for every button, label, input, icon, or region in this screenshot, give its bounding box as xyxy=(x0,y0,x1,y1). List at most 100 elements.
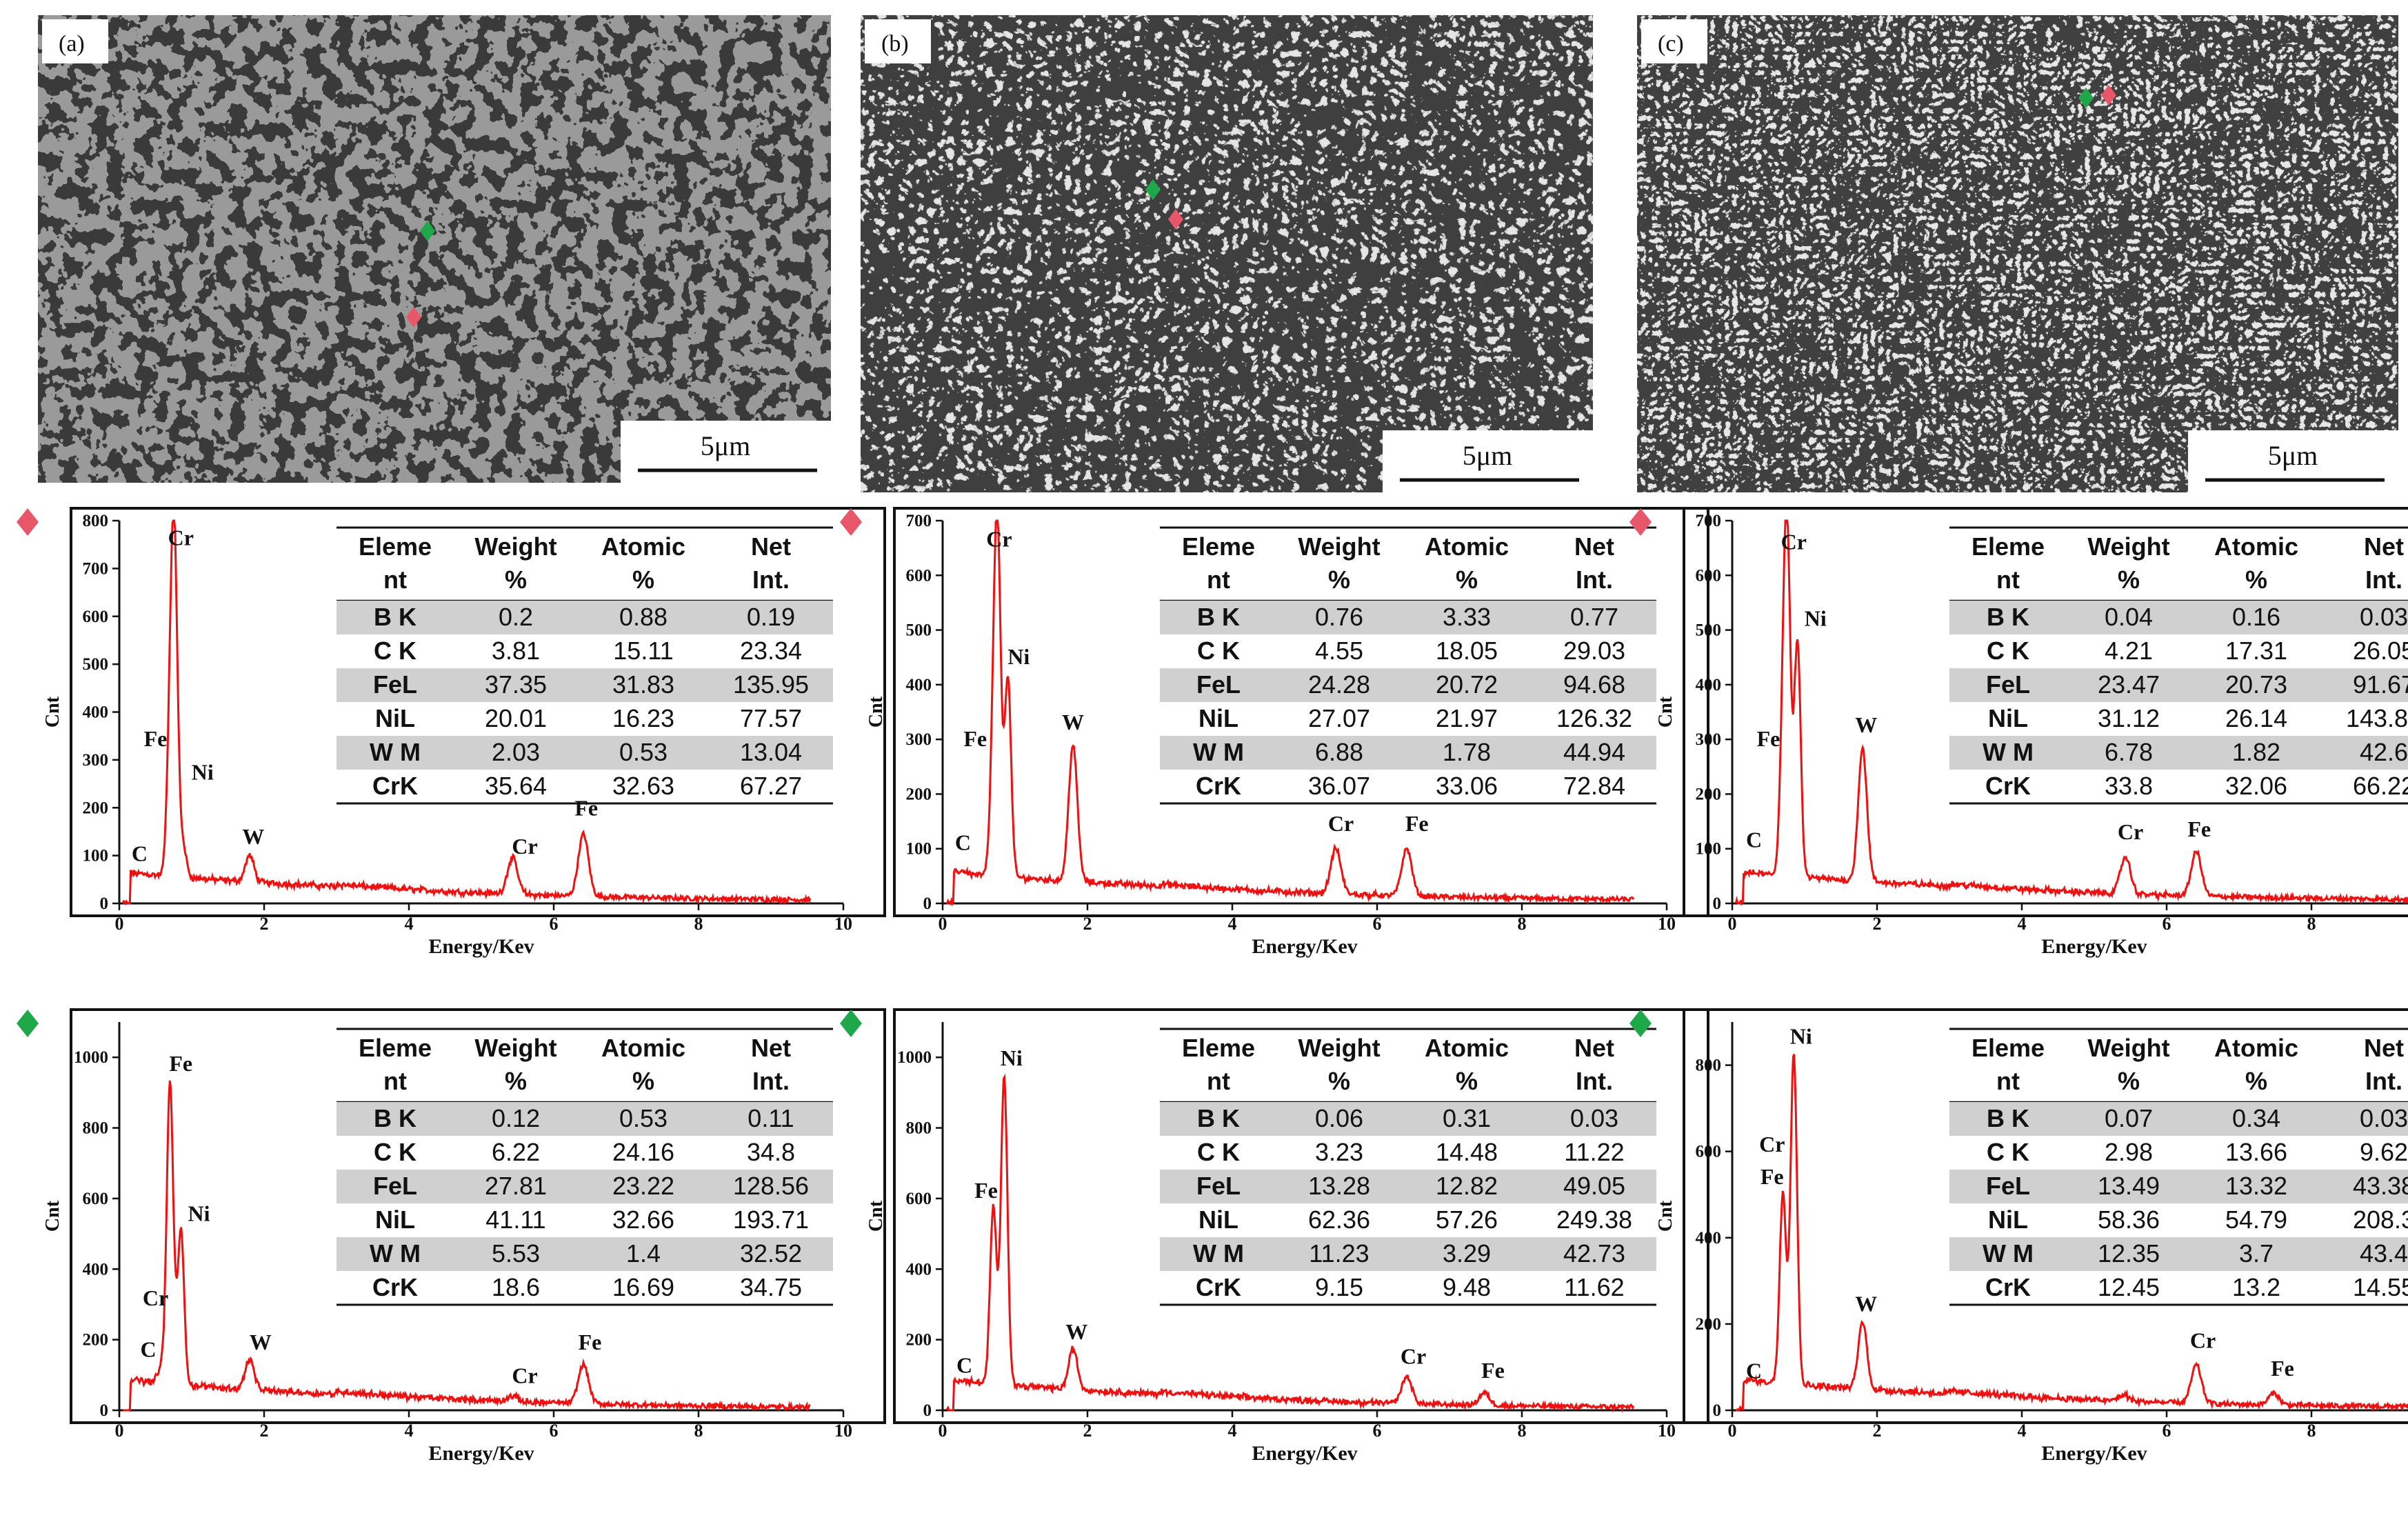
x-tick-label: 2 xyxy=(1873,1421,1882,1441)
table-cell: 91.67 xyxy=(2353,670,2408,699)
table-cell: 37.35 xyxy=(485,670,547,699)
table-cell-element: CrK xyxy=(1985,772,2031,800)
table-row-shade xyxy=(337,668,833,702)
table-cell: 135.95 xyxy=(733,670,809,699)
table-cell: 0.88 xyxy=(619,603,668,631)
table-cell: 0.34 xyxy=(2232,1104,2280,1132)
y-tick-label: 400 xyxy=(83,1260,109,1279)
composition-table: Eleme nt Weight % Atomic % Net Int. B K 0.76 3.33 0… xyxy=(1160,526,1656,805)
table-row: FeL 13.49 13.32 43.38 xyxy=(1986,1172,2408,1200)
x-axis-label: Energy/Kev xyxy=(2041,935,2147,958)
chart-frame xyxy=(1683,507,2408,917)
table-cell: 34.75 xyxy=(740,1273,802,1301)
y-tick-label: 200 xyxy=(83,1331,109,1350)
table-cell: 0.04 xyxy=(2105,603,2153,631)
scale-bar-box xyxy=(2188,430,2398,492)
scale-bar-box xyxy=(1383,430,1593,492)
table-cell: 35.64 xyxy=(485,772,547,800)
y-tick-label: 100 xyxy=(906,840,932,859)
table-cell: 1.82 xyxy=(2232,738,2280,766)
table-cell-element: W M xyxy=(370,738,421,766)
peak-label: Ni xyxy=(1007,644,1030,669)
table-cell-element: NiL xyxy=(1988,1205,2028,1234)
x-tick-label: 0 xyxy=(1728,1421,1737,1441)
table-cell: 32.06 xyxy=(2225,772,2287,800)
table-cell-element: FeL xyxy=(373,670,417,699)
table-cell: 0.11 xyxy=(748,1104,794,1132)
micrograph-b: (b) 5μm xyxy=(861,15,1593,492)
peak-label: Cr xyxy=(1781,530,1807,554)
table-cell: 14.55 xyxy=(2353,1273,2408,1301)
green-spot-marker xyxy=(420,221,435,241)
y-tick-label: 0 xyxy=(923,1401,932,1420)
micrograph-c: (c) 5μm xyxy=(1637,15,2398,492)
table-row-shade xyxy=(1949,736,2408,770)
table-row: NiL 20.01 16.23 77.57 xyxy=(375,704,802,732)
x-tick-label: 6 xyxy=(1373,914,1382,934)
y-tick-label: 600 xyxy=(83,608,109,626)
y-tick-label: 500 xyxy=(1696,621,1722,640)
peak-label: C xyxy=(140,1336,156,1361)
peak-label: Fe xyxy=(963,726,987,751)
x-tick-label: 6 xyxy=(2163,1421,2171,1441)
table-cell: 9.48 xyxy=(1443,1273,1491,1301)
x-tick-label: 0 xyxy=(939,1421,947,1441)
table-header: Eleme nt xyxy=(359,532,432,594)
table-cell: 15.11 xyxy=(613,637,673,665)
table-row: CrK 33.8 32.06 66.22 xyxy=(1985,772,2408,800)
peak-label: Fe xyxy=(1405,811,1429,836)
table-cell: 0.03 xyxy=(1570,1104,1618,1132)
y-axis-label: Cnt xyxy=(42,1200,63,1232)
table-cell-element: FeL xyxy=(1196,670,1241,699)
table-cell: 54.79 xyxy=(2225,1205,2287,1234)
scale-bar-label: 5μm xyxy=(1463,440,1513,471)
table-cell: 62.36 xyxy=(1308,1205,1370,1234)
y-tick-label: 500 xyxy=(83,655,109,674)
table-cell-element: CrK xyxy=(1985,1273,2031,1301)
table-cell: 0.31 xyxy=(1443,1104,1491,1132)
scale-bar-label: 5μm xyxy=(2268,440,2318,471)
composition-table: Eleme nt Weight % Atomic % Net Int. B K 0.12 0.53 0… xyxy=(337,1028,833,1306)
table-cell: 3.29 xyxy=(1443,1239,1491,1268)
peak-label: Cr xyxy=(1328,811,1354,836)
table-header: Atomic% xyxy=(2214,1034,2298,1095)
x-tick-label: 10 xyxy=(834,914,852,934)
table-cell: 126.32 xyxy=(1556,704,1632,732)
table-cell: 58.36 xyxy=(2098,1205,2160,1234)
table-row: C K 3.23 14.48 11.22 xyxy=(1197,1138,1625,1166)
table-cell: 0.77 xyxy=(1570,603,1618,631)
x-axis-label: Energy/Kev xyxy=(428,1442,534,1465)
table-cell: 11.62 xyxy=(1564,1273,1624,1301)
table-cell-element: FeL xyxy=(1986,670,2030,699)
y-tick-label: 200 xyxy=(1696,1315,1722,1334)
table-header: Atomic% xyxy=(1425,1034,1509,1095)
table-cell-element: C K xyxy=(1197,1138,1240,1166)
peak-label: Fe xyxy=(574,796,598,821)
table-cell: 67.27 xyxy=(740,772,802,800)
table-row-shade xyxy=(337,1170,833,1203)
table-header: Atomic% xyxy=(2214,532,2298,594)
table-row-shade xyxy=(337,1102,833,1136)
y-tick-label: 800 xyxy=(83,512,109,530)
table-row: W M 6.88 1.78 44.94 xyxy=(1193,738,1625,766)
y-tick-label: 0 xyxy=(100,894,109,913)
table-cell: 18.05 xyxy=(1436,637,1498,665)
table-cell-element: CrK xyxy=(1196,772,1241,800)
y-tick-label: 400 xyxy=(906,1260,932,1279)
y-tick-label: 600 xyxy=(906,566,932,585)
scale-bar-box xyxy=(621,421,831,483)
sem-image-texture xyxy=(1637,15,2398,492)
table-cell: 6.78 xyxy=(2105,738,2153,766)
table-cell-element: CrK xyxy=(1196,1273,1241,1301)
table-cell: 5.53 xyxy=(492,1239,540,1268)
spectrum-line xyxy=(945,1073,1635,1413)
peak-label: W xyxy=(1855,712,1877,737)
table-row: FeL 23.47 20.73 91.67 xyxy=(1986,670,2408,699)
table-row: FeL 27.81 23.22 128.56 xyxy=(373,1172,809,1200)
table-row: C K 3.81 15.11 23.34 xyxy=(374,637,802,665)
x-tick-label: 2 xyxy=(260,1421,269,1441)
table-cell: 3.33 xyxy=(1443,603,1491,631)
panel-label-box xyxy=(865,19,931,63)
